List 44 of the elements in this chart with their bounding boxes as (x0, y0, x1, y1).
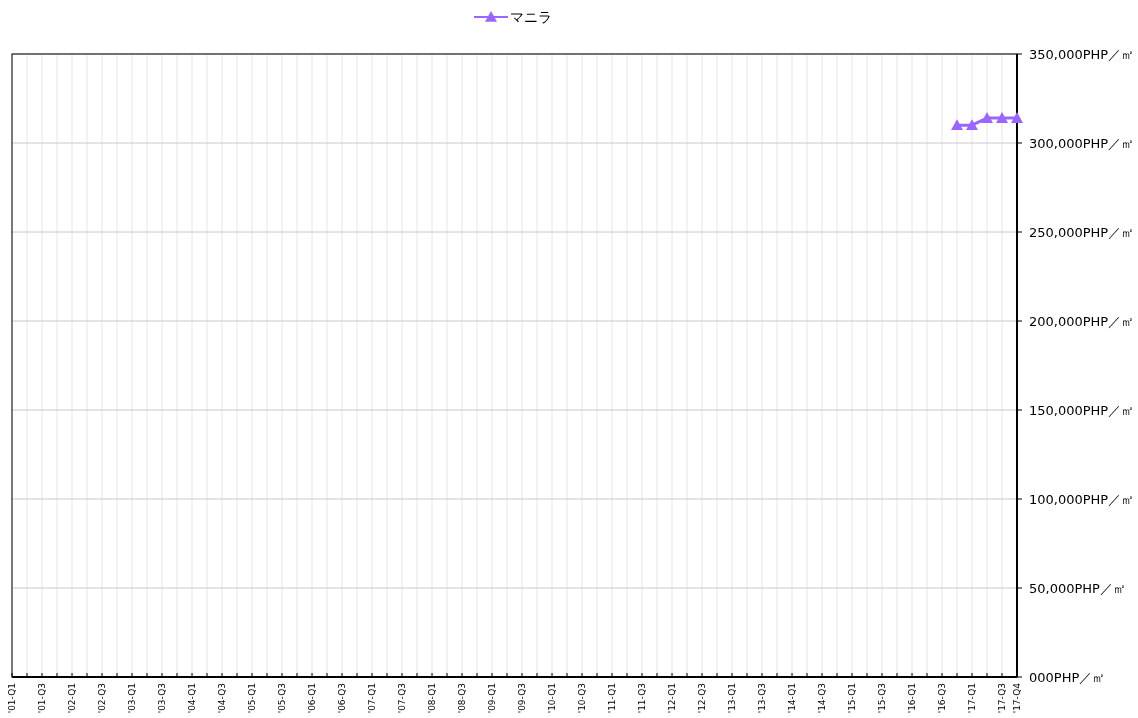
x-tick-label: '02-Q3 (97, 683, 107, 714)
y-tick-label: 50,000PHP／㎡ (1029, 581, 1126, 596)
x-tick-label: '01-Q1 (7, 683, 17, 714)
x-tick-label: '13-Q1 (727, 683, 737, 714)
x-tick-label: '04-Q3 (217, 683, 227, 714)
y-tick-label: 300,000PHP／㎡ (1029, 136, 1135, 151)
x-tick-label: '16-Q3 (937, 683, 947, 714)
x-tick-label: '08-Q3 (457, 683, 467, 714)
x-tick-label: '11-Q1 (607, 683, 617, 714)
x-tick-label: '12-Q3 (697, 683, 707, 714)
x-tick-label: '14-Q1 (787, 683, 797, 714)
x-tick-label: '07-Q1 (367, 683, 377, 714)
x-tick-label: '14-Q3 (817, 683, 827, 714)
y-tick-label: 200,000PHP／㎡ (1029, 314, 1135, 329)
x-tick-label: '17-Q4 (1012, 682, 1022, 714)
x-tick-label: '07-Q3 (397, 683, 407, 714)
x-tick-label: '17-Q3 (997, 683, 1007, 714)
x-tick-label: '06-Q3 (337, 683, 347, 714)
y-tick-label: 250,000PHP／㎡ (1029, 225, 1135, 240)
x-tick-label: '09-Q3 (517, 683, 527, 714)
x-tick-label: '16-Q1 (907, 683, 917, 714)
x-tick-label: '08-Q1 (427, 683, 437, 714)
x-tick-label: '03-Q3 (157, 683, 167, 714)
x-tick-label: '05-Q3 (277, 683, 287, 714)
x-tick-label: '15-Q3 (877, 683, 887, 714)
x-tick-label: '15-Q1 (847, 683, 857, 714)
x-tick-label: '10-Q3 (577, 683, 587, 714)
x-tick-label: '03-Q1 (127, 683, 137, 714)
x-tick-label: '02-Q1 (67, 683, 77, 714)
x-tick-label: '06-Q1 (307, 683, 317, 714)
x-tick-label: '01-Q3 (37, 683, 47, 714)
x-tick-label: '13-Q3 (757, 683, 767, 714)
x-tick-label: '10-Q1 (547, 683, 557, 714)
x-tick-label: '17-Q1 (967, 683, 977, 714)
y-tick-label: 100,000PHP／㎡ (1029, 492, 1135, 507)
legend-label: マニラ (510, 9, 552, 25)
y-tick-label: 350,000PHP／㎡ (1029, 47, 1135, 62)
y-tick-label: 150,000PHP／㎡ (1029, 403, 1135, 418)
x-tick-label: '12-Q1 (667, 683, 677, 714)
x-tick-label: '05-Q1 (247, 683, 257, 714)
x-tick-label: '04-Q1 (187, 683, 197, 714)
x-tick-label: '09-Q1 (487, 683, 497, 714)
y-tick-label: 000PHP／㎡ (1029, 670, 1106, 685)
x-tick-label: '11-Q3 (637, 683, 647, 714)
